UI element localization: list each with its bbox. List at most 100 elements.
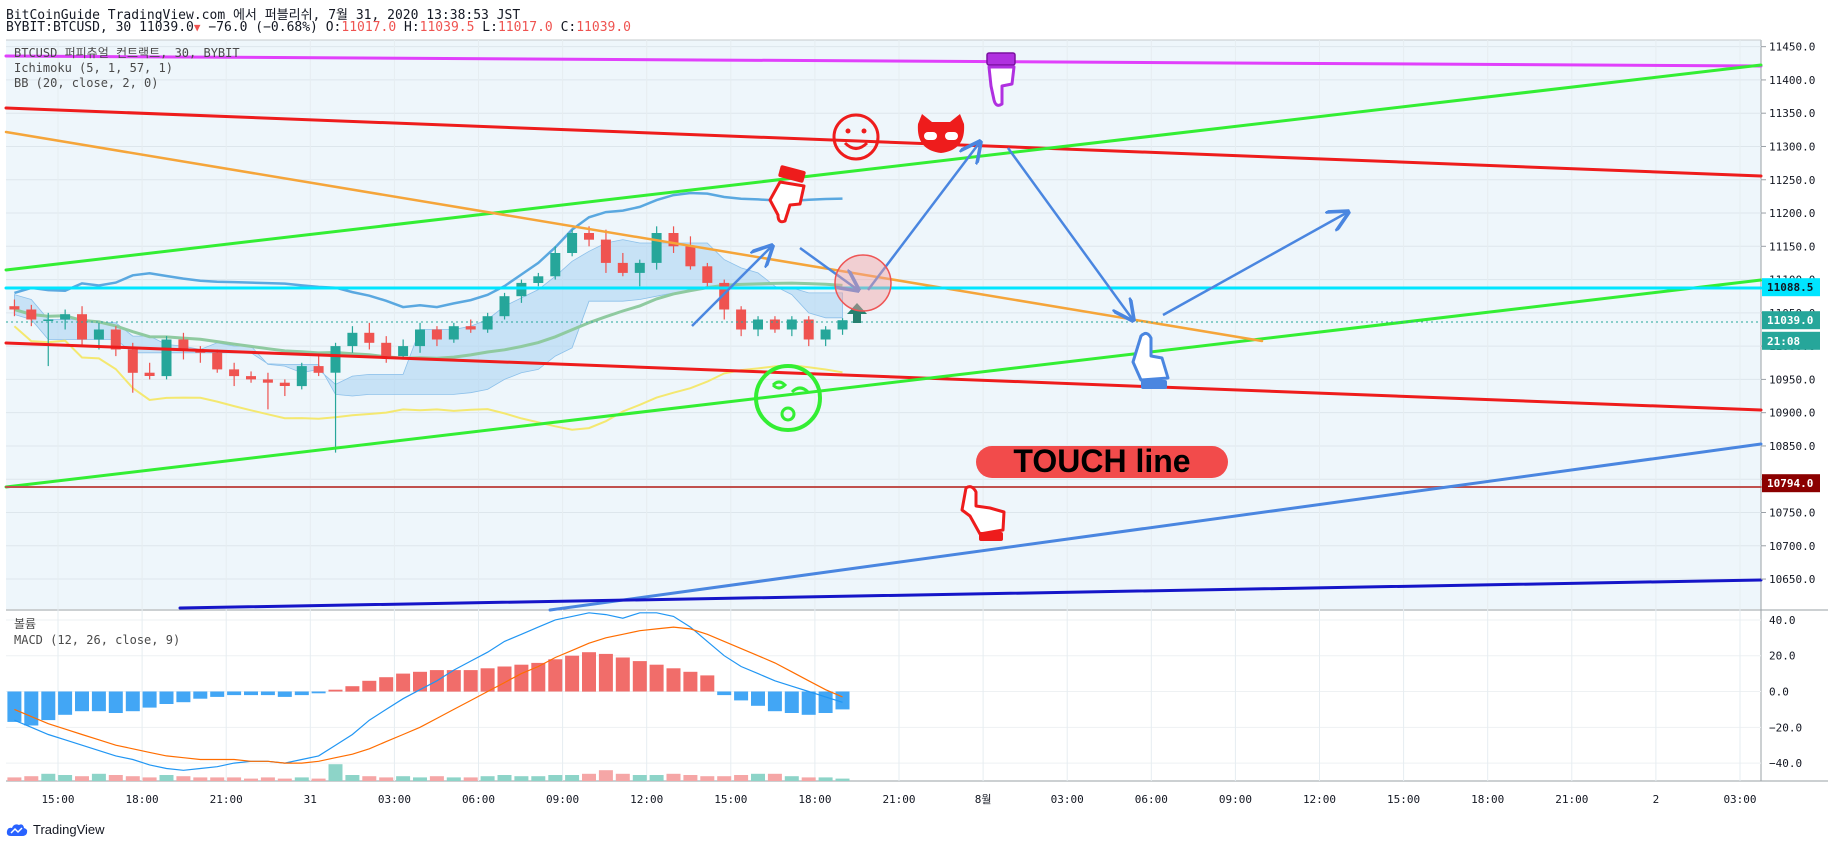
macd-histogram-bar [294, 691, 309, 696]
signal-line [14, 626, 843, 764]
macd-histogram-bar [142, 691, 157, 708]
legend-title[interactable]: BTCUSD 퍼피츄얼 컨트랙트, 30, BYBIT [14, 46, 240, 60]
forecast-arrow-up-1 [691, 246, 772, 327]
legend-ichimoku[interactable]: Ichimoku (5, 1, 57, 1) [14, 61, 173, 75]
candle-body [93, 329, 104, 340]
candle-body [279, 382, 290, 386]
candle-body [482, 316, 493, 330]
volume-bar [58, 775, 73, 781]
macd-histogram-bar [75, 691, 89, 712]
candle-body [786, 319, 797, 330]
macd-tick-label: −20.0 [1769, 721, 1802, 734]
macd-tick-label: 0.0 [1769, 686, 1789, 699]
bb-lower-line [13, 325, 843, 431]
touch-circle-marker [834, 254, 892, 312]
time-tick-label: 2 [1653, 793, 1660, 806]
candle-body [533, 276, 544, 283]
price-axis[interactable]: 11450.0 11400.0 11350.0 11300.0 11250.0 11200… [1761, 41, 1815, 586]
price-tick-label: 11450.0 [1769, 41, 1815, 54]
macd-histogram-bar [227, 691, 242, 696]
time-tick-label: 8월 [975, 793, 992, 806]
candle-body [43, 319, 54, 321]
volume-bar [751, 773, 765, 781]
tradingview-logo[interactable]: TradingView [6, 822, 105, 837]
forecast-arrow-up-2 [867, 142, 980, 291]
macd-histogram-bar [818, 691, 833, 713]
macd-line [14, 612, 843, 771]
volume-bar [649, 775, 664, 781]
navy-trend-line [178, 578, 1763, 610]
macd-histogram-bar [784, 691, 799, 713]
time-axis[interactable]: 15:00 18:00 21:00 31 03:00 06:00 09:00 12:00 15:… [41, 793, 1756, 806]
time-tick-label: 03:00 [378, 793, 411, 806]
time-tick-label: 06:00 [1135, 793, 1168, 806]
price-label-text: 10794.0 [1767, 477, 1813, 490]
high-value: 11039.5 [419, 20, 475, 35]
volume-bar [193, 777, 208, 781]
macd-histogram-bar [463, 670, 478, 692]
volume-bar [379, 777, 394, 781]
macd-histogram-bar [362, 680, 377, 692]
dizzy-face-icon [754, 364, 822, 432]
macd-histogram-bar [210, 691, 225, 697]
candle-body [702, 266, 713, 283]
candle-body [229, 369, 240, 377]
open-value: 11017.0 [341, 20, 397, 35]
macd-histogram-bar [615, 657, 630, 692]
macd-histogram-bar [379, 677, 394, 692]
touch-line-text: TOUCH line [1013, 443, 1190, 479]
macd-histogram-bar [446, 670, 461, 692]
candle-body [837, 320, 848, 330]
candle-body [803, 319, 814, 340]
volume-bar [362, 776, 377, 781]
volume-bar [294, 777, 309, 781]
volume-bar [734, 775, 749, 781]
candle-body [364, 332, 375, 343]
magenta-trend-line [4, 54, 1763, 68]
macd-tick-label: 20.0 [1769, 650, 1796, 663]
price-label-box [1762, 311, 1820, 330]
close-value: 11039.0 [576, 20, 632, 35]
candle-body [110, 329, 121, 350]
candle-body [26, 309, 37, 320]
price-label-box [1762, 474, 1820, 493]
candle-body [246, 376, 256, 380]
candle-body [736, 309, 747, 330]
candle-body [584, 233, 594, 240]
macd-histogram-bar [413, 671, 427, 692]
macd-histogram-bar [632, 661, 647, 692]
candle-body [178, 339, 189, 350]
high-label: H: [404, 20, 420, 35]
green-lower-trend-line [4, 278, 1763, 489]
price-tick-label: 11250.0 [1769, 174, 1815, 187]
macd-histogram-bar [582, 652, 596, 692]
legend-macd[interactable]: MACD (12, 26, close, 9) [14, 633, 180, 647]
last-price: 11039.0 [139, 20, 194, 35]
macd-axis[interactable]: 40.0 20.0 0.0 −20.0 −40.0 [1769, 614, 1802, 770]
time-tick-label: 12:00 [630, 793, 663, 806]
trend-line-drawings[interactable] [4, 54, 1763, 612]
macd-histogram-bar [801, 691, 816, 715]
tradingview-brand: TradingView [33, 822, 105, 837]
price-tick-label: 11200.0 [1769, 207, 1815, 220]
legend-volume[interactable]: 볼륨 [14, 617, 36, 631]
volume-bar [666, 773, 681, 781]
macd-histogram-bar [91, 691, 106, 712]
price-tick-label: 10950.0 [1769, 373, 1815, 386]
down-triangle-icon: ▼ [193, 21, 201, 34]
legend-bb[interactable]: BB (20, close, 2, 0) [14, 76, 159, 90]
volume-bar [446, 777, 461, 781]
volume-bar [176, 776, 191, 781]
macd-histogram-bar [649, 664, 664, 692]
red-lower-trend-line [4, 341, 1763, 412]
macd-histogram-bar [345, 686, 360, 692]
low-label: L: [482, 20, 498, 35]
candle-body [60, 314, 71, 320]
macd-histogram-bar [396, 673, 411, 692]
time-tick-label: 09:00 [546, 793, 579, 806]
macd-histogram-bar [666, 668, 681, 692]
volume-bar [75, 776, 89, 781]
touch-line-callout[interactable]: TOUCH line [976, 443, 1228, 479]
volume-bar [767, 773, 782, 781]
